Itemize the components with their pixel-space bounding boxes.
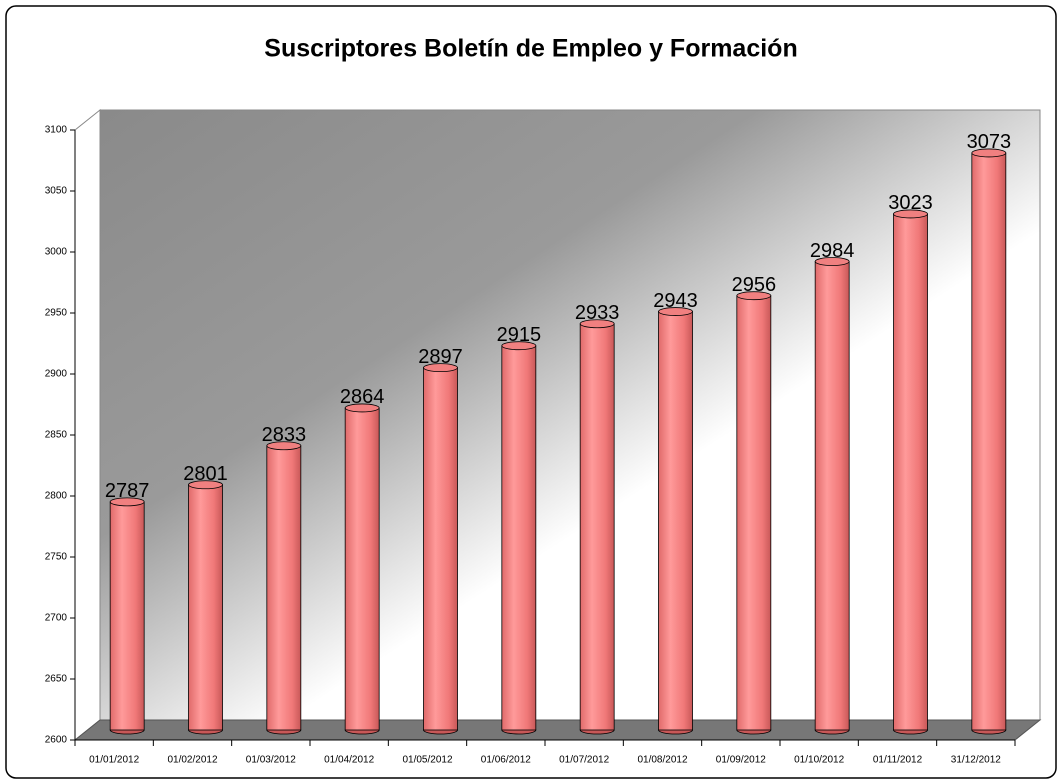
bar-top bbox=[423, 363, 458, 373]
bar-top bbox=[188, 480, 223, 490]
chart-title: Suscriptores Boletín de Empleo y Formaci… bbox=[264, 35, 797, 63]
x-tick-label: 01/04/2012 bbox=[324, 755, 374, 766]
x-tick-label: 01/08/2012 bbox=[637, 755, 687, 766]
bar-top bbox=[501, 341, 537, 351]
x-tick-label: 01/02/2012 bbox=[167, 755, 217, 766]
bar-top bbox=[736, 291, 772, 301]
bar bbox=[658, 311, 693, 731]
bar bbox=[423, 367, 458, 731]
y-tick-label: 2800 bbox=[45, 491, 68, 502]
y-tick-label: 2850 bbox=[45, 430, 68, 441]
bar-top bbox=[344, 403, 380, 413]
bar bbox=[501, 345, 537, 731]
bar-top bbox=[814, 257, 850, 266]
value-label: 3023 bbox=[888, 192, 933, 214]
x-tick-label: 01/10/2012 bbox=[794, 755, 844, 766]
bar bbox=[736, 295, 772, 731]
bar bbox=[971, 152, 1007, 731]
bar bbox=[579, 323, 615, 731]
x-tick-label: 01/07/2012 bbox=[559, 755, 609, 766]
x-tick-label: 01/01/2012 bbox=[89, 755, 139, 766]
x-tick-label: 01/06/2012 bbox=[481, 755, 531, 766]
bar-top bbox=[658, 307, 693, 316]
value-label: 2864 bbox=[340, 386, 385, 408]
value-label: 2915 bbox=[497, 324, 542, 346]
value-label: 2933 bbox=[575, 302, 620, 324]
x-tick-label: 31/12/2012 bbox=[951, 755, 1001, 766]
bar bbox=[893, 213, 928, 731]
bar bbox=[344, 407, 380, 731]
value-label: 2833 bbox=[262, 424, 307, 446]
bar-top bbox=[579, 319, 615, 329]
value-label: 2801 bbox=[183, 463, 228, 485]
bar bbox=[188, 484, 223, 731]
bar bbox=[109, 501, 145, 731]
bar-top bbox=[893, 209, 928, 219]
y-tick-label: 2650 bbox=[45, 674, 68, 685]
bar-top bbox=[109, 497, 145, 507]
value-label: 2943 bbox=[653, 290, 698, 312]
y-tick-label: 3100 bbox=[45, 125, 68, 136]
y-tick-label: 3000 bbox=[45, 247, 68, 258]
value-label: 3073 bbox=[967, 131, 1012, 153]
value-label: 2984 bbox=[810, 240, 855, 262]
x-tick-label: 01/09/2012 bbox=[716, 755, 766, 766]
bar bbox=[266, 445, 302, 731]
value-label: 2787 bbox=[105, 480, 150, 502]
y-tick-label: 2900 bbox=[45, 369, 68, 380]
y-tick-label: 2600 bbox=[45, 735, 68, 746]
bar bbox=[814, 261, 850, 731]
side-wall bbox=[74, 108, 101, 742]
value-label: 2956 bbox=[732, 274, 777, 296]
bar-top bbox=[971, 148, 1007, 158]
x-tick-label: 01/05/2012 bbox=[402, 755, 452, 766]
y-tick-label: 2700 bbox=[45, 613, 68, 624]
value-label: 2897 bbox=[418, 346, 463, 368]
y-tick-label: 2750 bbox=[45, 552, 68, 563]
x-tick-label: 01/11/2012 bbox=[873, 755, 923, 766]
y-tick-label: 3050 bbox=[45, 186, 68, 197]
bar-top bbox=[266, 441, 302, 451]
y-tick-label: 2950 bbox=[45, 308, 68, 319]
x-tick-label: 01/03/2012 bbox=[246, 755, 296, 766]
